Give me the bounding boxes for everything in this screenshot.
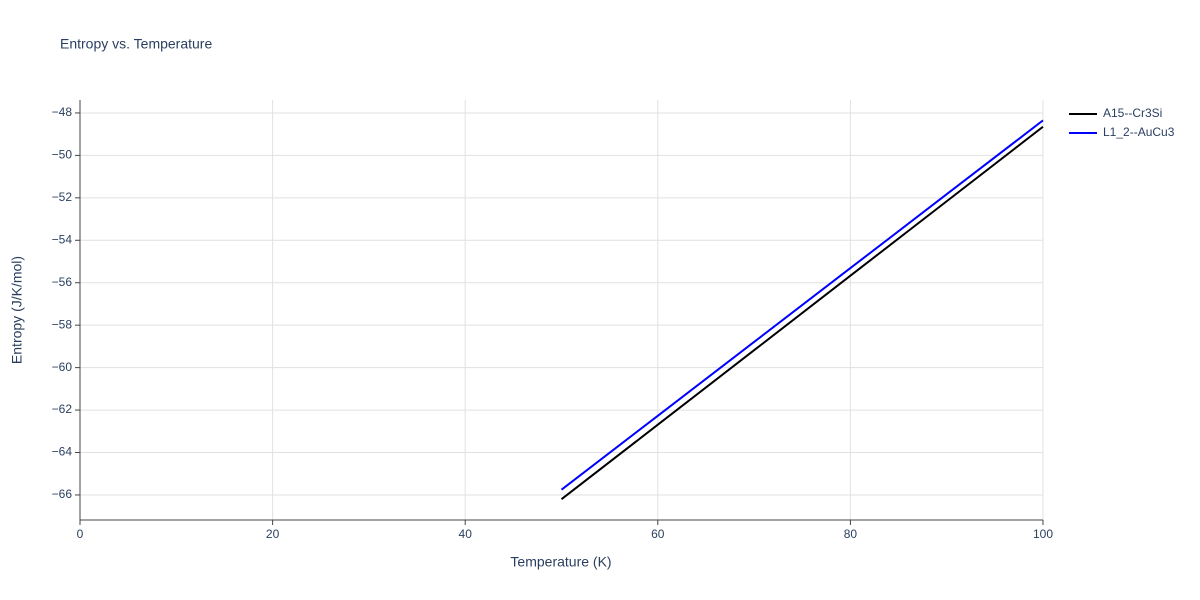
legend-label: A15--Cr3Si: [1103, 106, 1162, 120]
y-tick-label: −52: [52, 190, 73, 204]
x-tick-label: 60: [651, 527, 665, 541]
data-line: [560, 119, 1044, 491]
x-tick-label: 40: [459, 527, 473, 541]
x-tick-label: 100: [1033, 527, 1053, 541]
x-tick-label: 20: [266, 527, 280, 541]
x-tick-label: 0: [77, 527, 84, 541]
y-tick-label: −48: [52, 105, 73, 119]
legend-label: L1_2--AuCu3: [1103, 125, 1175, 139]
y-tick-label: −54: [52, 232, 73, 246]
y-tick-label: −60: [52, 360, 73, 374]
data-line: [560, 125, 1044, 500]
chart-title: Entropy vs. Temperature: [60, 36, 212, 52]
y-tick-label: −50: [52, 148, 73, 162]
y-tick-label: −58: [52, 317, 73, 331]
y-tick-label: −62: [52, 402, 73, 416]
y-tick-label: −66: [52, 487, 73, 501]
y-tick-label: −64: [52, 445, 73, 459]
y-axis-title: Entropy (J/K/mol): [9, 256, 25, 364]
y-tick-label: −56: [52, 275, 73, 289]
x-axis-title: Temperature (K): [510, 554, 611, 570]
x-tick-label: 80: [844, 527, 858, 541]
